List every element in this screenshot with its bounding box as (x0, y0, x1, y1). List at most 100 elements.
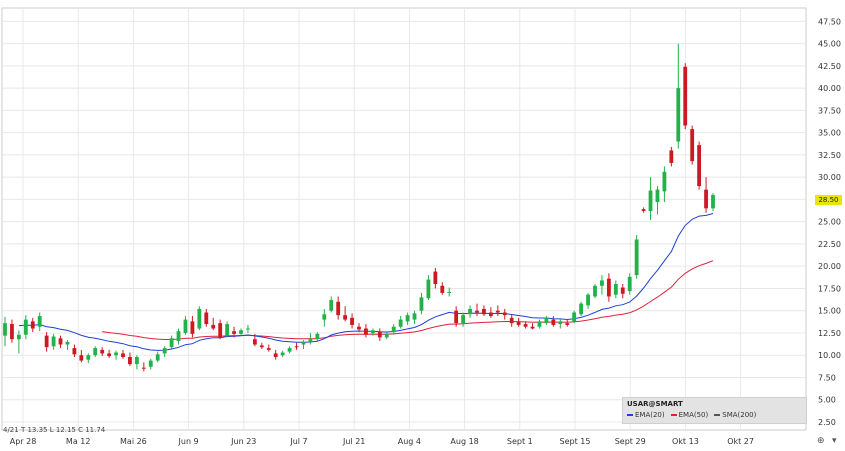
candle-body (600, 280, 604, 286)
candle-body (148, 360, 153, 367)
candle-body (655, 189, 660, 203)
candle-body (232, 331, 236, 334)
ema50-line-group (102, 260, 714, 341)
candle (65, 340, 70, 350)
candle (121, 349, 125, 359)
candle-body (551, 319, 556, 325)
candle (620, 283, 625, 299)
candle (301, 340, 306, 349)
candle-body (662, 171, 667, 192)
candle-body (683, 66, 688, 126)
candle-body (134, 356, 139, 365)
candle (218, 319, 223, 340)
candle (530, 323, 535, 330)
legend-title: USAR@SMART (627, 400, 683, 408)
candle-body (315, 333, 320, 340)
candle (10, 319, 14, 343)
candle-body (377, 332, 382, 338)
candle (488, 307, 493, 318)
candle-body (690, 129, 695, 162)
candle-body (162, 348, 167, 354)
y-tick-label: 2.50 (818, 418, 836, 427)
candle (502, 308, 507, 320)
candle (655, 186, 660, 215)
legend-items: EMA(20) EMA(50) SMA(200) (627, 411, 756, 419)
candle-body (72, 348, 77, 355)
candle-body (370, 330, 375, 333)
candle (79, 349, 84, 363)
candle (114, 350, 118, 360)
candle (711, 193, 715, 211)
candle-body (65, 341, 70, 345)
x-tick-label: Jun 23 (230, 437, 256, 446)
candle (169, 335, 174, 350)
candle (558, 319, 563, 329)
candle-body (648, 190, 653, 211)
y-tick-label: 37.50 (818, 106, 841, 115)
y-tick-label: 32.50 (818, 151, 841, 160)
candle (551, 316, 556, 327)
candle (384, 332, 389, 340)
y-tick-label: 12.50 (818, 329, 841, 338)
y-tick-label: 22.50 (818, 240, 841, 249)
y-tick-label: 20.00 (818, 262, 841, 271)
candle-body (322, 314, 327, 320)
candle (100, 347, 105, 357)
legend-item-ema20[interactable]: EMA(20) (627, 411, 665, 419)
candle (565, 319, 570, 327)
candle (468, 305, 472, 318)
candle-body (239, 330, 243, 334)
candle-body (620, 287, 625, 294)
candle (16, 330, 21, 354)
candle-body (482, 308, 486, 315)
candle-body (704, 189, 708, 209)
candle (627, 273, 632, 295)
candle (322, 308, 327, 327)
settings-icon[interactable]: ▾ (832, 436, 837, 446)
candle-body (461, 315, 466, 324)
candle (357, 323, 361, 333)
zoom-icon[interactable]: ⊕ (817, 436, 825, 446)
candle-body (669, 150, 674, 163)
candle-body (16, 334, 21, 340)
candle (690, 125, 695, 165)
candle-body (433, 271, 438, 284)
candle-body (100, 349, 105, 354)
legend-label-sma200: SMA(200) (722, 411, 757, 419)
candle (308, 332, 313, 345)
candle-body (30, 321, 35, 329)
candle (30, 317, 35, 333)
candle-body (565, 323, 570, 325)
candle-body (530, 326, 535, 329)
y-tick-label: 25.00 (818, 218, 841, 227)
legend-item-ema50[interactable]: EMA(50) (670, 411, 708, 419)
candle (509, 314, 514, 327)
candle-body (405, 315, 410, 322)
candle (606, 273, 611, 302)
legend-box[interactable]: USAR@SMART EMA(20) EMA(50) SMA(200) (622, 397, 807, 424)
candle (391, 324, 396, 335)
y-tick-label: 10.00 (818, 351, 841, 360)
candle-body (572, 312, 577, 322)
y-tick-label: 45.00 (818, 40, 841, 49)
candle (364, 324, 368, 338)
candle-body (391, 326, 396, 333)
last-price-tag: 28.50 (815, 195, 842, 205)
candle-body (190, 321, 195, 334)
legend-item-sma200[interactable]: SMA(200) (714, 411, 756, 419)
candle-body (350, 317, 354, 325)
candle (600, 275, 604, 295)
candle (225, 321, 230, 338)
candle (523, 321, 528, 329)
candle-body (259, 345, 264, 348)
candle-body (294, 346, 299, 348)
candle (93, 346, 98, 357)
candle (697, 141, 702, 190)
candle-body (586, 294, 590, 306)
x-tick-label: Mai 26 (120, 437, 147, 446)
ema50-line (102, 260, 714, 341)
candle (343, 306, 348, 322)
candle (440, 282, 445, 295)
candle (162, 346, 167, 357)
